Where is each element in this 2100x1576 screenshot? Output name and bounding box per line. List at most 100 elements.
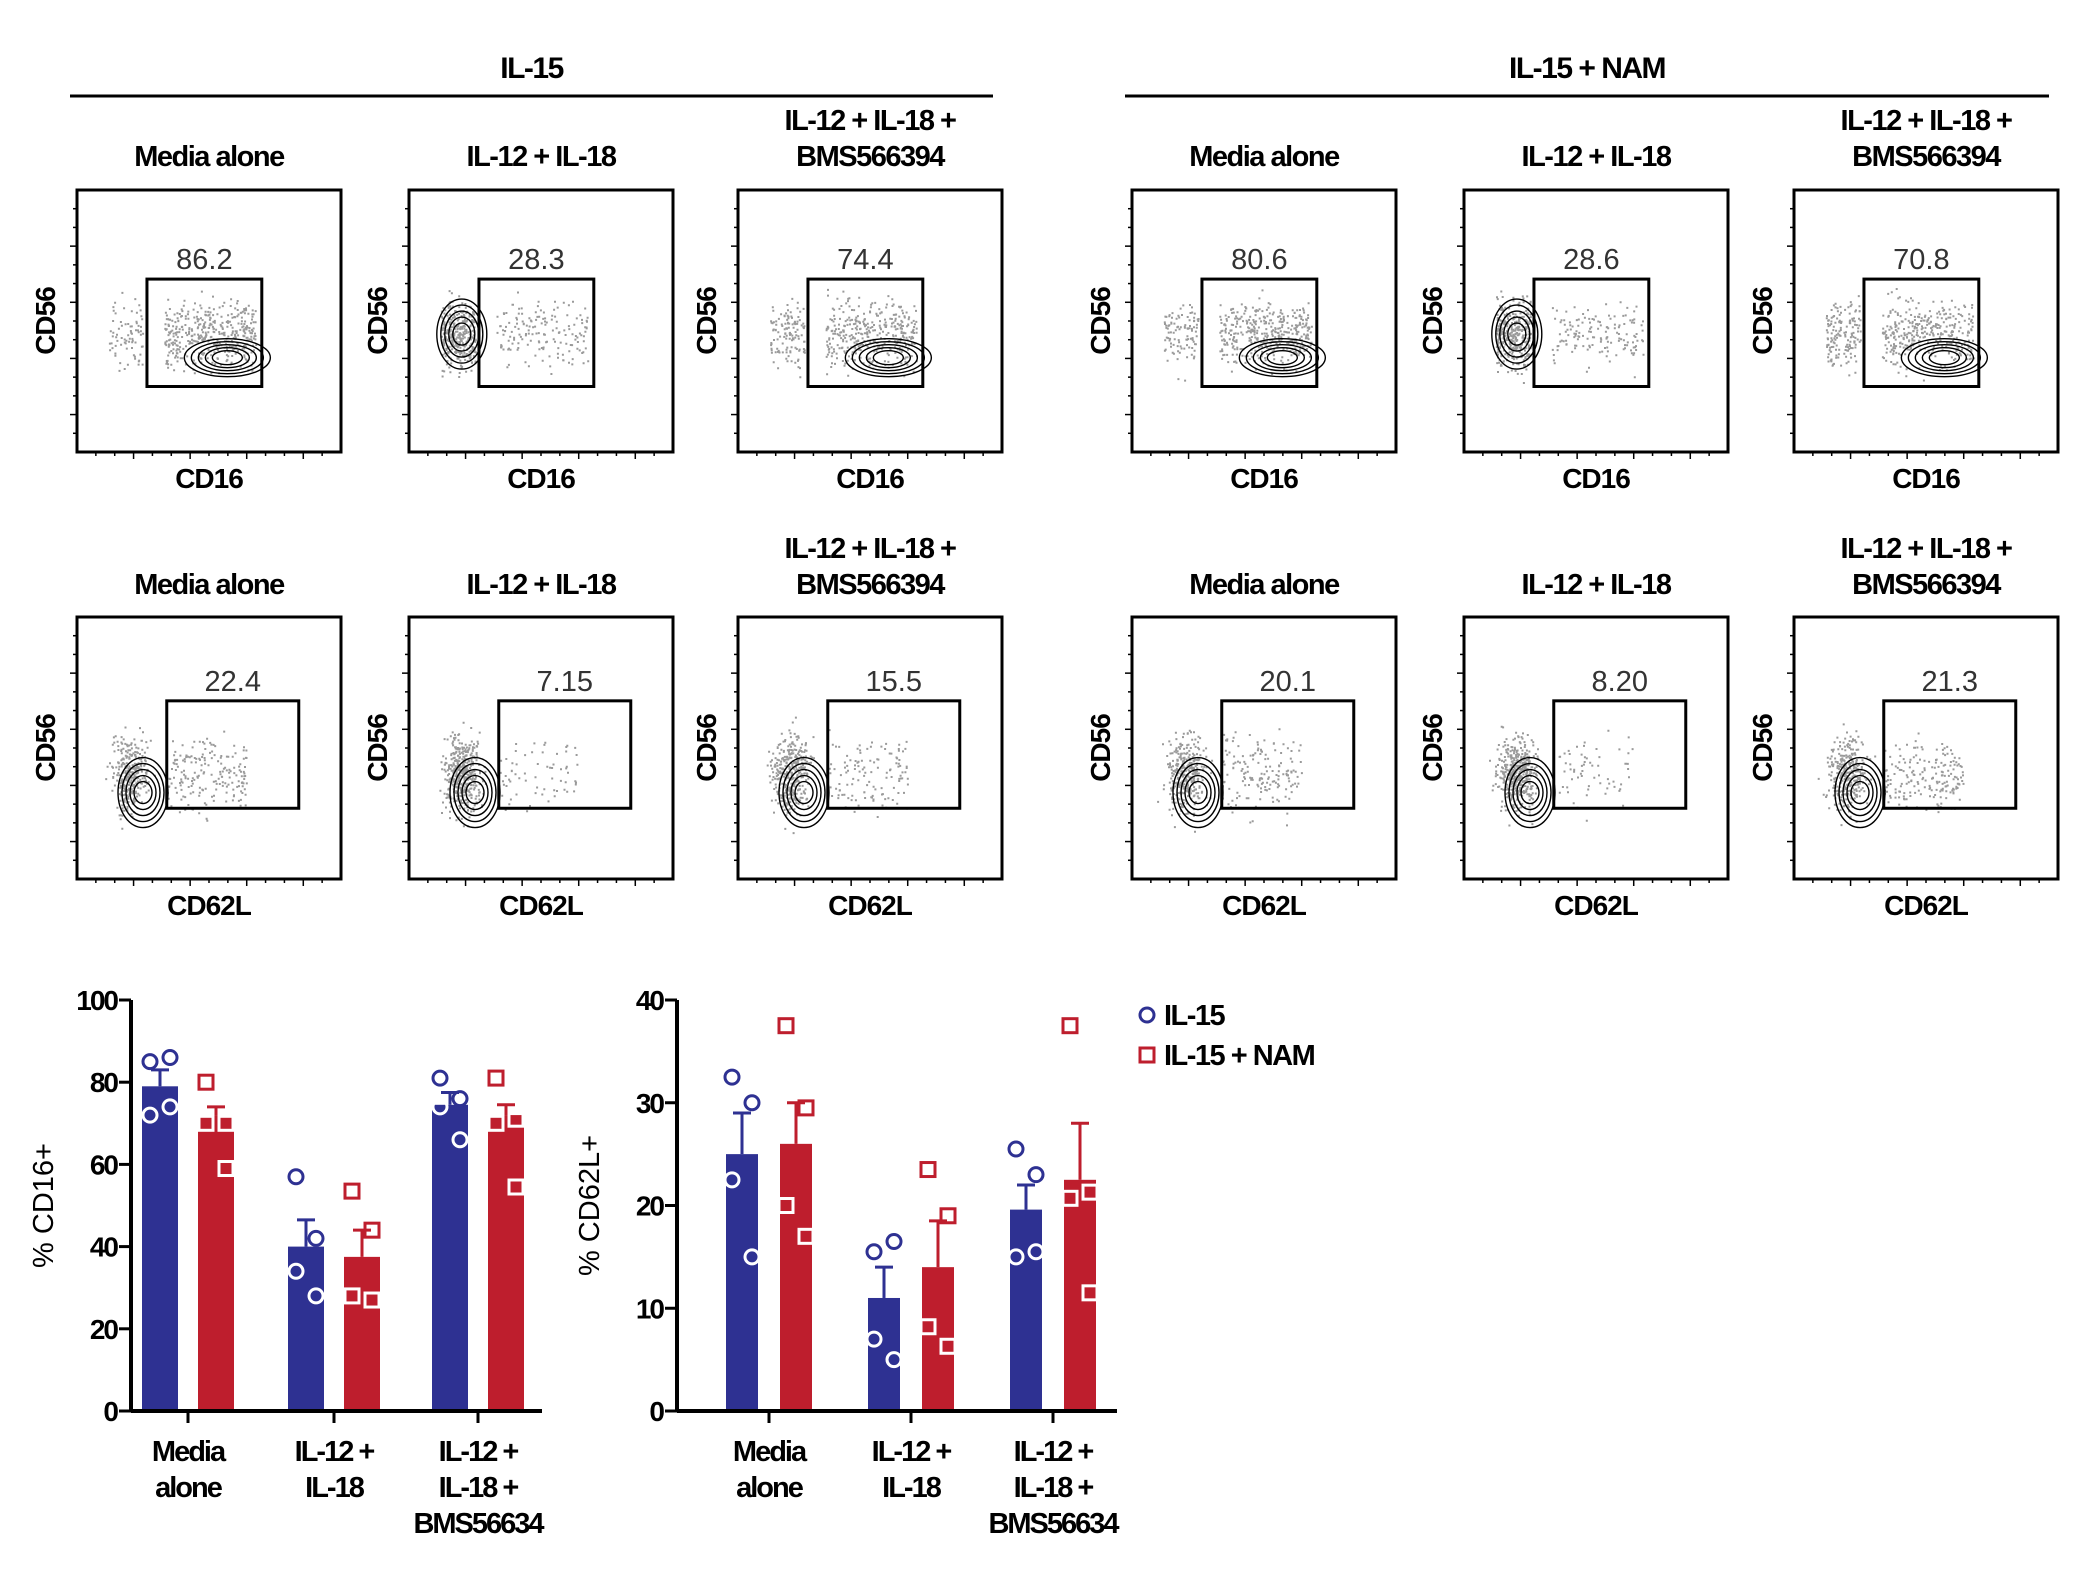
density-contour [1907,340,1982,375]
y-axis-label: CD56 [1417,714,1448,782]
data-point [141,1106,159,1124]
flow-plot-row1-g0-p2: IL-12 + IL-18 + BMS566394 74.4 CD16 CD56 [691,105,1004,494]
y-tick-label: 40 [90,1232,119,1263]
y-axis-label: CD56 [30,714,61,782]
y-axis-label: CD56 [691,287,722,355]
flow-events [766,716,909,835]
x-axis-label: CD62L [167,890,252,921]
gate-value: 20.1 [1260,666,1316,698]
gate [826,699,962,810]
data-point [141,1053,159,1071]
data-point [197,1073,215,1091]
legend-label: IL-15 [1164,1000,1226,1032]
flow-plot-row2-g1-p0: Media alone 20.1 CD62L CD56 [1085,569,1398,921]
bar [780,1143,812,1411]
flow-events [1163,289,1313,382]
data-point [431,1098,449,1116]
panel-title: Media alone [134,569,285,601]
panel-title-line2: BMS566394 [796,141,945,173]
data-point [487,1114,505,1132]
gate-value: 22.4 [205,666,261,698]
y-axis-label: CD56 [691,714,722,782]
y-tick-label: 60 [90,1149,119,1180]
density-contour [786,768,822,817]
x-axis-label: CD16 [1230,463,1298,494]
data-point [723,1068,741,1086]
x-tick-label: Media [733,1436,808,1468]
density-contour [1266,349,1299,366]
flow-plot-row2-g0-p0: Media alone 22.4 CD62L CD56 [30,569,343,921]
data-point [287,1168,305,1186]
plot-frame [1792,188,2060,454]
x-tick-label: IL-18 [882,1472,942,1504]
flow-plot-row1-g1-p1: IL-12 + IL-18 28.6 CD16 CD56 [1417,141,1730,494]
density-contour [129,774,157,811]
gate [1200,277,1319,388]
gate-value: 74.4 [837,244,893,276]
data-point [487,1069,505,1087]
y-axis-label: CD56 [362,714,393,782]
data-point [1027,1243,1045,1261]
plot-frame [736,615,1004,881]
density-contour [1508,762,1552,823]
data-point [343,1287,361,1305]
gate-value: 8.20 [1592,666,1648,698]
gate [1220,699,1356,810]
density-contour [133,780,153,805]
density-contour [1921,346,1968,369]
data-point [507,1110,525,1128]
data-point [939,1207,957,1225]
panel-title: IL-12 + IL-18 + [1841,533,2012,565]
panel-title-line2: BMS566394 [1852,569,2001,601]
data-point [307,1287,325,1305]
density-contour [1188,780,1208,805]
y-tick-label: 80 [90,1067,119,1098]
gate-value: 70.8 [1893,244,1949,276]
legend-circle-marker [1138,1006,1156,1024]
gate [497,699,633,810]
bar-chart-1: 0 20 40 60 80 100 Media alone IL-12 + IL-18 IL-12 … [28,985,546,1540]
flow-plot-row1-g0-p0: Media alone 86.2 CD16 CD56 [30,141,343,494]
density-contour [457,768,493,817]
density-contour [1838,762,1882,823]
group-header: IL-15 + NAM [1509,52,1665,85]
density-contour [1507,322,1527,346]
flow-events [439,721,579,828]
gate [1882,699,2018,810]
y-tick-label: 20 [90,1314,119,1345]
x-axis-label: CD16 [1892,463,1960,494]
x-tick-label: IL-12 + [439,1436,519,1468]
density-contour [1503,316,1531,352]
x-tick-label: IL-18 [305,1472,365,1504]
gate-value: 21.3 [1922,666,1978,698]
y-axis-label: CD56 [30,287,61,355]
y-axis-label: % CD16+ [28,1143,60,1268]
density-contour [1900,337,1989,378]
x-tick-label: IL-12 + [1014,1436,1094,1468]
panel-title: IL-12 + IL-18 [1522,141,1672,173]
x-axis-label: CD62L [828,890,913,921]
x-axis-label: CD16 [836,463,904,494]
data-point [1007,1248,1025,1266]
bar [432,1104,468,1411]
flow-plot-row2-g0-p1: IL-12 + IL-18 7.15 CD62L CD56 [362,569,675,921]
data-point [885,1351,903,1369]
y-axis-label: CD56 [362,287,393,355]
density-contour [1180,768,1216,817]
bar [726,1154,758,1411]
group-header: IL-15 [500,52,563,85]
data-point [1081,1183,1099,1201]
gate-value: 80.6 [1231,244,1287,276]
density-contour [1491,298,1543,370]
data-point [1081,1284,1099,1302]
plot-frame [75,615,343,881]
y-tick-label: 0 [103,1396,118,1427]
legend-square-marker [1138,1046,1156,1064]
legend: IL-15 IL-15 + NAM [1138,1000,1316,1072]
density-contour [1238,337,1327,378]
x-tick-label: alone [155,1472,223,1504]
y-axis-label: CD56 [1085,714,1116,782]
density-contour [452,322,472,346]
data-point [431,1069,449,1087]
bar [1064,1179,1096,1411]
